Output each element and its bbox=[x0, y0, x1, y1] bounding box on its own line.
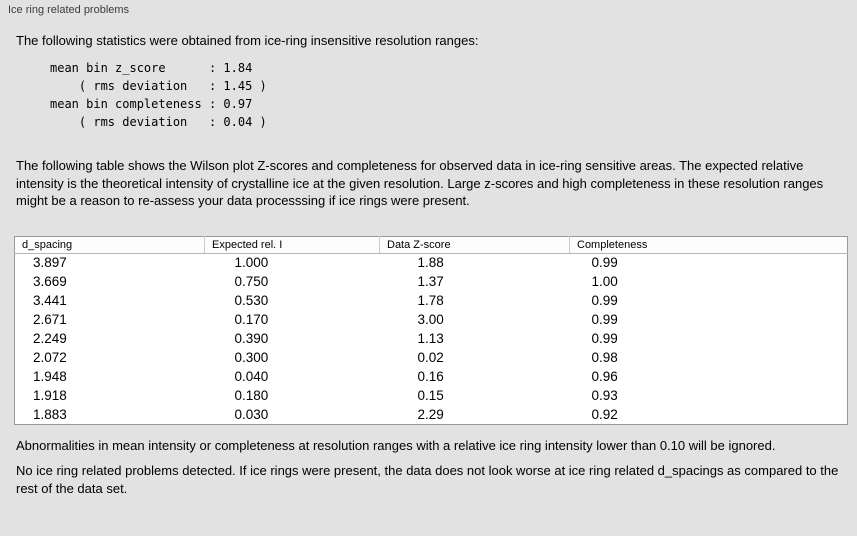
table-header-row: d_spacing Expected rel. I Data Z-score C… bbox=[14, 236, 848, 254]
table-cell: 2.249 bbox=[33, 331, 67, 346]
table-cell: 2.072 bbox=[33, 350, 67, 365]
note-abnormalities: Abnormalities in mean intensity or compl… bbox=[16, 437, 776, 453]
table-row[interactable]: 3.897 1.000 1.88 0.99 bbox=[15, 253, 848, 272]
table-row[interactable]: 3.669 0.750 1.37 1.00 bbox=[15, 272, 848, 291]
table-row[interactable]: 2.072 0.300 0.02 0.98 bbox=[15, 348, 848, 367]
table-row[interactable]: 1.948 0.040 0.16 0.96 bbox=[15, 367, 848, 386]
table-cell: 0.040 bbox=[234, 369, 269, 384]
table-cell: 3.897 bbox=[33, 255, 67, 271]
table-cell: 1.78 bbox=[417, 293, 444, 308]
ice-ring-panel: The following statistics were obtained f… bbox=[0, 16, 857, 497]
header-cell-completeness[interactable]: Completeness bbox=[569, 236, 848, 254]
table-cell: 0.170 bbox=[234, 312, 269, 327]
intro-text: The following statistics were obtained f… bbox=[16, 33, 479, 48]
table-cell: 1.948 bbox=[33, 369, 67, 384]
ice-ring-table: d_spacing Expected rel. I Data Z-score C… bbox=[14, 235, 848, 425]
table-cell: 0.180 bbox=[234, 388, 269, 403]
stats-block: mean bin z_score : 1.84 ( rms deviation … bbox=[50, 61, 267, 129]
table-cell: 2.671 bbox=[33, 312, 67, 327]
table-cell: 3.441 bbox=[33, 293, 67, 308]
table-cell: 0.99 bbox=[591, 293, 618, 308]
header-cell-expected-rel-i[interactable]: Expected rel. I bbox=[204, 236, 380, 254]
table-row[interactable]: 3.441 0.530 1.78 0.99 bbox=[15, 291, 848, 310]
table-cell: 0.750 bbox=[234, 274, 269, 289]
table-cell: 0.96 bbox=[591, 369, 618, 384]
table-cell: 0.92 bbox=[591, 406, 618, 422]
table-cell: 0.030 bbox=[234, 406, 269, 422]
table-cell: 0.93 bbox=[591, 388, 618, 403]
table-cell: 0.99 bbox=[591, 312, 618, 327]
table-cell: 0.98 bbox=[591, 350, 618, 365]
table-row[interactable]: 1.883 0.030 2.29 0.92 bbox=[15, 405, 848, 424]
header-cell-d-spacing[interactable]: d_spacing bbox=[14, 236, 205, 254]
table-cell: 2.29 bbox=[417, 406, 444, 422]
note-conclusion: No ice ring related problems detected. I… bbox=[16, 463, 839, 496]
table-cell: 0.16 bbox=[417, 369, 444, 384]
table-cell: 1.918 bbox=[33, 388, 67, 403]
table-cell: 1.000 bbox=[234, 255, 269, 271]
table-row[interactable]: 2.671 0.170 3.00 0.99 bbox=[15, 310, 848, 329]
table-cell: 0.99 bbox=[591, 331, 618, 346]
table-cell: 1.88 bbox=[417, 255, 444, 271]
table-body: 3.897 1.000 1.88 0.99 3.669 0.750 1.37 1.00 3.44… bbox=[15, 253, 848, 424]
table-cell: 0.390 bbox=[234, 331, 269, 346]
table-cell: 0.530 bbox=[234, 293, 269, 308]
table-cell: 1.883 bbox=[33, 406, 67, 422]
table-cell: 3.00 bbox=[417, 312, 444, 327]
table-cell: 3.669 bbox=[33, 274, 67, 289]
table-cell: 1.00 bbox=[591, 274, 618, 289]
table-cell: 0.02 bbox=[417, 350, 444, 365]
table-cell: 1.37 bbox=[417, 274, 444, 289]
table-description: The following table shows the Wilson plo… bbox=[16, 158, 824, 208]
table-cell: 1.13 bbox=[417, 331, 444, 346]
header-cell-data-z-score[interactable]: Data Z-score bbox=[379, 236, 570, 254]
table-row[interactable]: 1.918 0.180 0.15 0.93 bbox=[15, 386, 848, 405]
table-row[interactable]: 2.249 0.390 1.13 0.99 bbox=[15, 329, 848, 348]
table-cell: 0.15 bbox=[417, 388, 444, 403]
table-cell: 0.99 bbox=[591, 255, 618, 271]
table-cell: 0.300 bbox=[234, 350, 269, 365]
panel-title: Ice ring related problems bbox=[8, 4, 130, 16]
